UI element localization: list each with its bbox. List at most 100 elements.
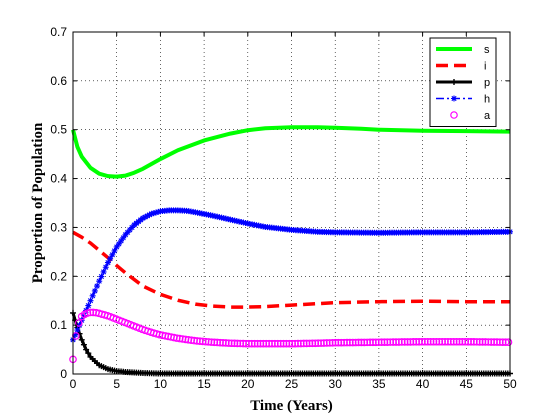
series-point-a bbox=[253, 339, 262, 348]
series-point-a bbox=[435, 337, 444, 346]
series-point-a bbox=[297, 339, 305, 348]
x-tick-label: 35 bbox=[372, 377, 386, 391]
series-point-a bbox=[467, 338, 475, 346]
series-point-h bbox=[80, 312, 87, 319]
series-line-i bbox=[72, 230, 510, 309]
series-point-a bbox=[262, 339, 271, 348]
legend-label-p: p bbox=[484, 77, 490, 89]
series-point-a bbox=[74, 319, 83, 327]
series-point-a bbox=[481, 338, 490, 346]
series-point-a bbox=[193, 337, 201, 345]
series-point-p bbox=[78, 336, 85, 343]
x-tick-label: 20 bbox=[241, 377, 255, 391]
series-point-a bbox=[478, 338, 487, 346]
legend-marker-h bbox=[451, 95, 457, 102]
series-point-a bbox=[331, 338, 340, 347]
series-point-h bbox=[72, 331, 79, 338]
series-point-a bbox=[426, 337, 435, 346]
x-tick-label: 15 bbox=[197, 377, 211, 391]
series-point-a bbox=[464, 337, 472, 346]
series-point-h bbox=[148, 210, 155, 217]
series-point-a bbox=[346, 338, 354, 347]
series-point-a bbox=[245, 339, 253, 348]
series-point-a bbox=[282, 339, 291, 348]
series-point-a bbox=[406, 338, 415, 346]
series-point-h bbox=[104, 259, 111, 266]
series-point-a bbox=[452, 337, 461, 346]
series-point-a bbox=[311, 339, 320, 348]
series-point-a bbox=[242, 339, 250, 348]
series-point-h bbox=[155, 208, 162, 215]
x-axis-label: Time (Years) bbox=[250, 398, 333, 414]
series-point-h bbox=[89, 292, 96, 299]
y-tick-label: 0.7 bbox=[50, 25, 67, 39]
y-tick-label: 0.5 bbox=[50, 123, 67, 137]
series-point-h bbox=[98, 273, 105, 280]
series-point-h bbox=[153, 209, 160, 216]
series-point-a bbox=[380, 338, 389, 346]
series-point-a bbox=[493, 338, 501, 346]
series-point-h bbox=[144, 212, 151, 219]
series-point-a bbox=[363, 338, 371, 347]
series-point-a bbox=[265, 339, 273, 348]
y-tick-label: 0.2 bbox=[50, 269, 67, 283]
series-point-a bbox=[429, 337, 438, 346]
series-point-a bbox=[256, 339, 265, 348]
series-point-a bbox=[409, 338, 418, 346]
series-point-h bbox=[74, 327, 81, 334]
series-point-h bbox=[96, 278, 103, 285]
series-point-a bbox=[201, 337, 210, 346]
series-point-a bbox=[86, 308, 95, 317]
series-point-a bbox=[219, 339, 227, 347]
series-point-a bbox=[276, 339, 285, 348]
legend-entry-p: p bbox=[436, 77, 490, 89]
series-point-a bbox=[291, 339, 299, 348]
series-point-a bbox=[470, 338, 478, 346]
series-point-h bbox=[124, 229, 131, 236]
series-point-a bbox=[198, 337, 207, 346]
series-point-h bbox=[150, 210, 157, 217]
y-tick-label: 0.6 bbox=[50, 74, 67, 88]
series-i bbox=[72, 230, 510, 309]
series-point-a bbox=[400, 338, 409, 346]
x-tick-label: 0 bbox=[70, 377, 77, 391]
series-point-a bbox=[475, 338, 484, 346]
series-point-a bbox=[504, 338, 513, 347]
series-point-a bbox=[288, 339, 296, 348]
series-point-a bbox=[386, 338, 395, 346]
series-point-a bbox=[444, 337, 452, 346]
series-point-a bbox=[343, 338, 351, 347]
y-tick-label: 0.4 bbox=[50, 172, 67, 186]
series-point-h bbox=[109, 251, 116, 258]
legend-entry-s: s bbox=[436, 44, 490, 56]
series-point-a bbox=[395, 338, 403, 346]
series-point-h bbox=[142, 214, 149, 221]
series-point-h bbox=[102, 264, 109, 271]
series-point-a bbox=[259, 339, 268, 348]
series-point-a bbox=[487, 338, 496, 346]
series-point-h bbox=[122, 231, 129, 238]
series-point-h bbox=[94, 283, 101, 290]
series-point-a bbox=[302, 339, 311, 348]
series-point-a bbox=[354, 338, 363, 347]
ticks: 0 5 10 15 20 25 30 35 40 45 50 0 0.1 0.2 0.3 0.4 0.5 0.6 0… bbox=[50, 25, 517, 391]
series-point-a bbox=[230, 339, 239, 348]
series-point-a bbox=[397, 338, 406, 346]
series-point-a bbox=[340, 338, 348, 347]
series-point-a bbox=[323, 339, 331, 347]
series-point-p bbox=[80, 341, 87, 348]
series-line-s bbox=[71, 125, 511, 179]
series-point-a bbox=[248, 339, 256, 348]
series-point-a bbox=[357, 338, 366, 347]
series-point-a bbox=[484, 338, 493, 346]
series-point-a bbox=[273, 339, 282, 348]
grid bbox=[73, 32, 510, 374]
series-point-p bbox=[85, 350, 92, 357]
series-point-a bbox=[498, 338, 507, 346]
series-point-a bbox=[210, 338, 219, 347]
series-point-a bbox=[447, 337, 455, 346]
series-point-a bbox=[366, 338, 374, 347]
series-point-h bbox=[118, 237, 125, 244]
